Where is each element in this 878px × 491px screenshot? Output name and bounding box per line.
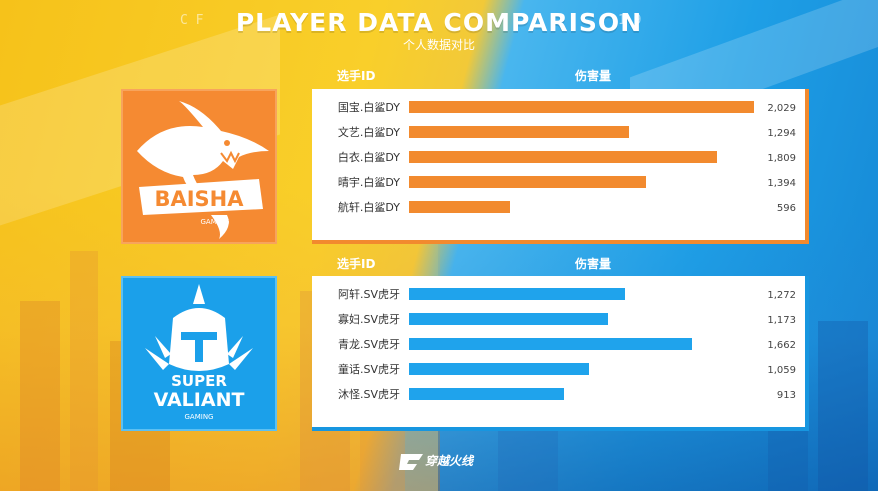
damage-value-label: 1,662	[767, 340, 796, 351]
knight-helmet-icon: SUPER VALIANT GAMING	[145, 284, 253, 421]
crossfire-logo-text: 穿越火线	[425, 454, 475, 468]
page-subtitle: 个人数据对比	[402, 38, 475, 52]
baisha-logo-text: BAISHA	[154, 187, 244, 211]
header-decoration-left: C F	[180, 13, 204, 28]
page-title: PLAYER DATA COMPARISON	[235, 8, 643, 37]
damage-value-label: 1,272	[767, 290, 796, 301]
damage-value-label: 1,809	[767, 153, 796, 164]
damage-bar	[409, 363, 589, 375]
sv-logo-subtext: GAMING	[185, 413, 214, 421]
damage-value-label: 1,059	[767, 365, 796, 376]
player-name-label: 寡妇.SV虎牙	[338, 312, 400, 326]
shark-icon: BAISHA GAMING	[137, 101, 269, 239]
damage-value-label: 2,029	[767, 103, 796, 114]
player-name-label: 白衣.白鲨DY	[338, 150, 400, 164]
super-valiant-damage-bars: 阿轩.SV虎牙 1,272 寡妇.SV虎牙 1,173 青龙.SV虎牙 1,662 童话.S…	[338, 287, 796, 401]
damage-value-label: 913	[777, 390, 796, 401]
player-name-label: 青龙.SV虎牙	[338, 338, 400, 351]
damage-value-label: 1,173	[767, 315, 796, 326]
baisha-team-logo: BAISHA GAMING	[121, 89, 277, 244]
header: PLAYER DATA COMPARISON 个人数据对比	[0, 8, 878, 53]
super-valiant-damage-chart: 阿轩.SV虎牙 1,272 寡妇.SV虎牙 1,173 青龙.SV虎牙 1,662 童话.S…	[312, 276, 809, 431]
column-header-player: 选手ID	[337, 69, 376, 83]
damage-bar	[409, 151, 717, 163]
baisha-logo-subtext: GAMING	[201, 218, 230, 226]
player-name-label: 国宝.白鲨DY	[338, 100, 400, 114]
damage-bar	[409, 201, 510, 213]
column-header-player: 选手ID	[337, 257, 376, 271]
damage-bar	[409, 126, 629, 138]
baisha-damage-bars: 国宝.白鲨DY 2,029 文艺.白鲨DY 1,294 白衣.白鲨DY 1,809 晴宇.白…	[338, 100, 796, 214]
column-header-damage: 伤害量	[575, 257, 612, 271]
damage-bar	[409, 101, 754, 113]
player-name-label: 航轩.白鲨DY	[338, 200, 400, 214]
sv-logo-text: VALIANT	[154, 389, 245, 411]
damage-bar	[409, 338, 692, 350]
damage-bar	[409, 313, 608, 325]
damage-value-label: 1,394	[767, 178, 796, 189]
sv-logo-text-top: SUPER	[171, 372, 227, 390]
header-decoration-right: 1 9	[618, 13, 642, 28]
damage-value-label: 1,294	[767, 128, 796, 139]
player-name-label: 文艺.白鲨DY	[338, 125, 400, 139]
damage-bar	[409, 176, 646, 188]
crossfire-logo: 穿越火线	[399, 448, 481, 474]
damage-bar	[409, 288, 625, 300]
damage-bar	[409, 388, 564, 400]
column-header-damage: 伤害量	[575, 69, 612, 83]
baisha-damage-chart: 国宝.白鲨DY 2,029 文艺.白鲨DY 1,294 白衣.白鲨DY 1,809 晴宇.白…	[312, 89, 809, 244]
player-name-label: 阿轩.SV虎牙	[338, 287, 400, 301]
player-name-label: 沐怪.SV虎牙	[338, 387, 400, 401]
player-name-label: 晴宇.白鲨DY	[338, 175, 400, 189]
player-name-label: 童话.SV虎牙	[338, 362, 400, 376]
damage-value-label: 596	[777, 203, 796, 214]
super-valiant-team-logo: SUPER VALIANT GAMING	[121, 276, 277, 431]
